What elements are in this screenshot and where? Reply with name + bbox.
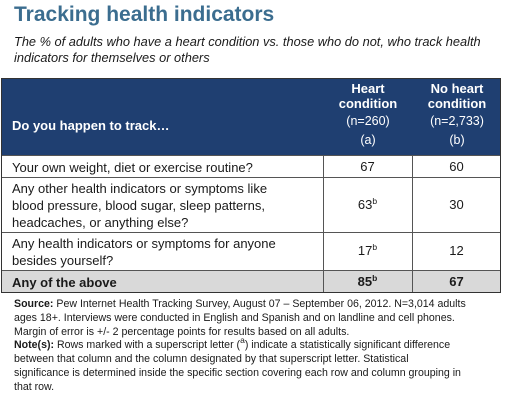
cell-heart-condition: 63b	[323, 178, 411, 232]
cell-no-heart-condition: 12	[412, 233, 500, 270]
cell-no-heart-condition: 67	[412, 271, 500, 292]
cell-heart-condition: 67	[323, 156, 411, 177]
cell-no-heart-condition: 60	[412, 156, 500, 177]
row-label-line: headcaches, or anything else?	[12, 215, 189, 230]
data-table: Do you happen to track… Heart condition …	[1, 78, 501, 293]
row-label: Any of the above	[12, 275, 117, 290]
significance-note: Note(s): Rows marked with a superscript …	[14, 336, 502, 353]
note-text: ) indicate a statistically significant d…	[244, 339, 451, 352]
question-header: Do you happen to track…	[12, 118, 170, 133]
cell-value: 85	[357, 274, 373, 289]
row-label-line: Any other health indicators or symptoms …	[12, 181, 268, 196]
cell-superscript: b	[372, 196, 378, 206]
row-label-line: besides yourself?	[12, 253, 114, 268]
cell-value: 17	[357, 243, 373, 258]
row-label-line: blood pressure, blood sugar, sleep patte…	[12, 198, 265, 213]
figure-title: Tracking health indicators	[14, 3, 275, 26]
note-text-line: significance is determined inside the sp…	[14, 366, 461, 379]
cell-value: 30	[449, 197, 464, 212]
cell-no-heart-condition: 30	[412, 178, 500, 232]
note-text: Rows marked with a superscript letter (	[54, 339, 241, 352]
column-sample-size: (n=2,733)	[430, 114, 484, 128]
column-name-line1: No heart	[430, 81, 484, 96]
column-header-no-heart-condition: No heart condition (n=2,733) (b)	[414, 79, 500, 148]
source-text-line: ages 18+. Interviews were conducted in E…	[14, 311, 455, 324]
table-row: Any health indicators or symptoms for an…	[2, 232, 500, 270]
cell-value: 67	[449, 274, 464, 289]
table-row: Any other health indicators or symptoms …	[2, 177, 500, 232]
column-name-line2: condition	[427, 96, 487, 111]
column-name-line1: Heart	[351, 81, 385, 96]
note-label: Note(s):	[14, 339, 55, 352]
cell-value: 60	[449, 159, 464, 174]
column-letter: (a)	[360, 133, 376, 147]
row-label-line: Any health indicators or symptoms for an…	[12, 236, 276, 251]
row-label: Any health indicators or symptoms for an…	[12, 235, 276, 269]
column-header-heart-condition: Heart condition (n=260) (a)	[325, 79, 411, 148]
cell-value: 63	[357, 197, 373, 212]
cell-heart-condition: 17b	[323, 233, 411, 270]
cell-heart-condition: 85b	[323, 271, 411, 292]
column-letter: (b)	[449, 133, 465, 147]
table-row-total: Any of the above 85b 67	[2, 270, 500, 292]
row-label: Any other health indicators or symptoms …	[12, 180, 267, 231]
source-text-line: Margin of error is +/- 2 percentage poin…	[14, 325, 350, 338]
row-label: Your own weight, diet or exercise routin…	[12, 160, 253, 175]
source-text: Pew Internet Health Tracking Survey, Aug…	[53, 298, 466, 310]
cell-value: 67	[360, 159, 375, 174]
table-row: Your own weight, diet or exercise routin…	[2, 155, 500, 177]
source-label: Source:	[14, 298, 54, 310]
note-superscript: a	[240, 335, 245, 346]
source-note: Source: Pew Internet Health Tracking Sur…	[14, 298, 502, 312]
column-name-line2: condition	[338, 96, 398, 111]
note-text-line: that row.	[14, 380, 55, 393]
column-sample-size: (n=260)	[346, 114, 390, 128]
footnotes: Source: Pew Internet Health Tracking Sur…	[14, 298, 502, 395]
cell-superscript: b	[372, 273, 378, 283]
cell-superscript: b	[372, 242, 378, 252]
cell-value: 12	[449, 243, 464, 258]
table-header: Do you happen to track… Heart condition …	[2, 79, 500, 155]
figure-subtitle: The % of adults who have a heart conditi…	[14, 34, 481, 65]
note-text-line: between that column and the column desig…	[14, 353, 409, 366]
